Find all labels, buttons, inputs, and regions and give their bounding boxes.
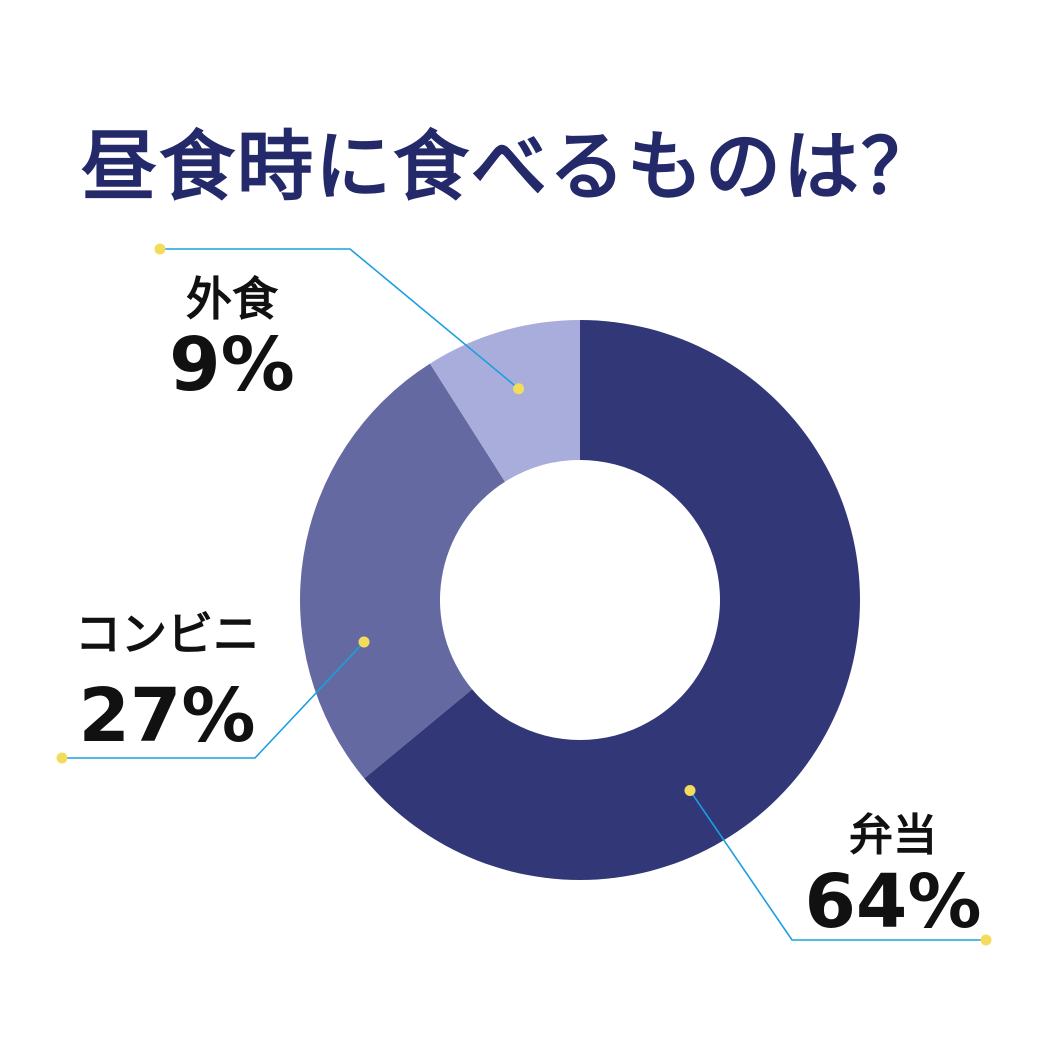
slices-layer	[300, 320, 861, 880]
slice-label: 外食	[186, 272, 279, 326]
donut-slice	[300, 363, 505, 779]
leader-dot	[154, 243, 166, 255]
leader-dot	[56, 752, 68, 764]
leader-dot	[513, 383, 525, 395]
leader-dot	[980, 934, 992, 946]
slice-value-label: 27%	[78, 673, 255, 759]
donut-slice	[364, 320, 861, 880]
leader-dot	[358, 636, 370, 648]
leader-dot	[684, 785, 696, 797]
slice-label: 弁当	[849, 810, 937, 861]
donut-slice	[429, 320, 580, 482]
slice-value-label: 9%	[169, 322, 295, 408]
leader-line	[689, 790, 986, 941]
leaders-layer	[56, 243, 992, 946]
leader-line	[160, 248, 520, 390]
leader-line	[62, 641, 365, 759]
slice-label: コンビニ	[75, 607, 259, 661]
slice-value-label: 64%	[804, 859, 981, 945]
chart-title: 昼食時に食べるものは？	[81, 122, 939, 211]
